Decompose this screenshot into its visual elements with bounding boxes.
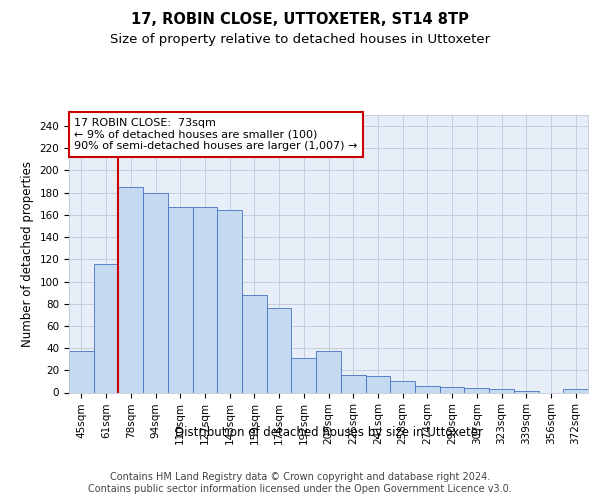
Bar [94, 264, 118, 392]
Bar [242, 295, 267, 392]
Bar [415, 386, 440, 392]
Bar [341, 374, 365, 392]
Bar [464, 388, 489, 392]
Text: Distribution of detached houses by size in Uttoxeter: Distribution of detached houses by size … [175, 426, 483, 439]
Bar [390, 382, 415, 392]
Bar [267, 308, 292, 392]
Y-axis label: Number of detached properties: Number of detached properties [21, 161, 34, 347]
Bar [143, 192, 168, 392]
Text: 17, ROBIN CLOSE, UTTOXETER, ST14 8TP: 17, ROBIN CLOSE, UTTOXETER, ST14 8TP [131, 12, 469, 28]
Text: Size of property relative to detached houses in Uttoxeter: Size of property relative to detached ho… [110, 34, 490, 46]
Bar [69, 352, 94, 393]
Bar [365, 376, 390, 392]
Bar [168, 207, 193, 392]
Bar [217, 210, 242, 392]
Bar [118, 187, 143, 392]
Bar [440, 387, 464, 392]
Text: 17 ROBIN CLOSE:  73sqm
← 9% of detached houses are smaller (100)
90% of semi-det: 17 ROBIN CLOSE: 73sqm ← 9% of detached h… [74, 118, 358, 151]
Bar [563, 389, 588, 392]
Bar [193, 207, 217, 392]
Text: Contains HM Land Registry data © Crown copyright and database right 2024.
Contai: Contains HM Land Registry data © Crown c… [88, 472, 512, 494]
Bar [292, 358, 316, 392]
Bar [489, 389, 514, 392]
Bar [316, 352, 341, 393]
